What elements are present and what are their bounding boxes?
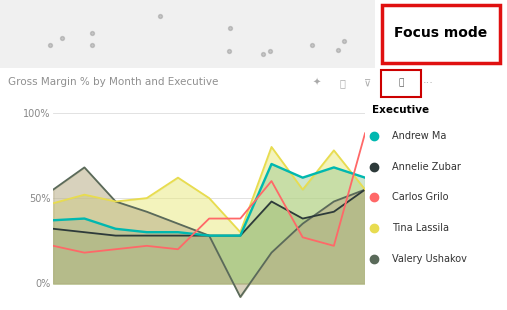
Text: Annelie Zubar: Annelie Zubar: [392, 162, 461, 172]
FancyBboxPatch shape: [381, 70, 421, 97]
Point: [334, 47, 342, 52]
FancyBboxPatch shape: [382, 5, 500, 64]
Text: Executive: Executive: [372, 105, 429, 115]
Point: [340, 39, 348, 44]
Text: ⧉: ⧉: [339, 78, 345, 88]
Point: [47, 43, 55, 48]
Point: [226, 25, 234, 30]
Point: [58, 35, 66, 40]
Text: Focus mode: Focus mode: [394, 26, 488, 40]
Point: [156, 13, 164, 18]
Point: [259, 51, 267, 56]
Text: Carlos Grilo: Carlos Grilo: [392, 193, 449, 202]
Point: [266, 49, 274, 54]
Text: Gross Margin % by Month and Executive: Gross Margin % by Month and Executive: [8, 77, 218, 87]
X-axis label: Revenue % Variance to Budget: Revenue % Variance to Budget: [117, 71, 258, 80]
Text: ···: ···: [423, 78, 434, 88]
Point: [308, 43, 316, 48]
Text: ⊽: ⊽: [364, 78, 371, 88]
Text: Valery Ushakov: Valery Ushakov: [392, 254, 467, 264]
Text: Andrew Ma: Andrew Ma: [392, 131, 446, 141]
Point: [88, 42, 96, 47]
Text: ⛶: ⛶: [399, 78, 404, 88]
Point: [225, 49, 233, 54]
Point: [88, 30, 96, 35]
Text: Tina Lassila: Tina Lassila: [392, 223, 449, 233]
Text: ✦: ✦: [313, 78, 321, 88]
